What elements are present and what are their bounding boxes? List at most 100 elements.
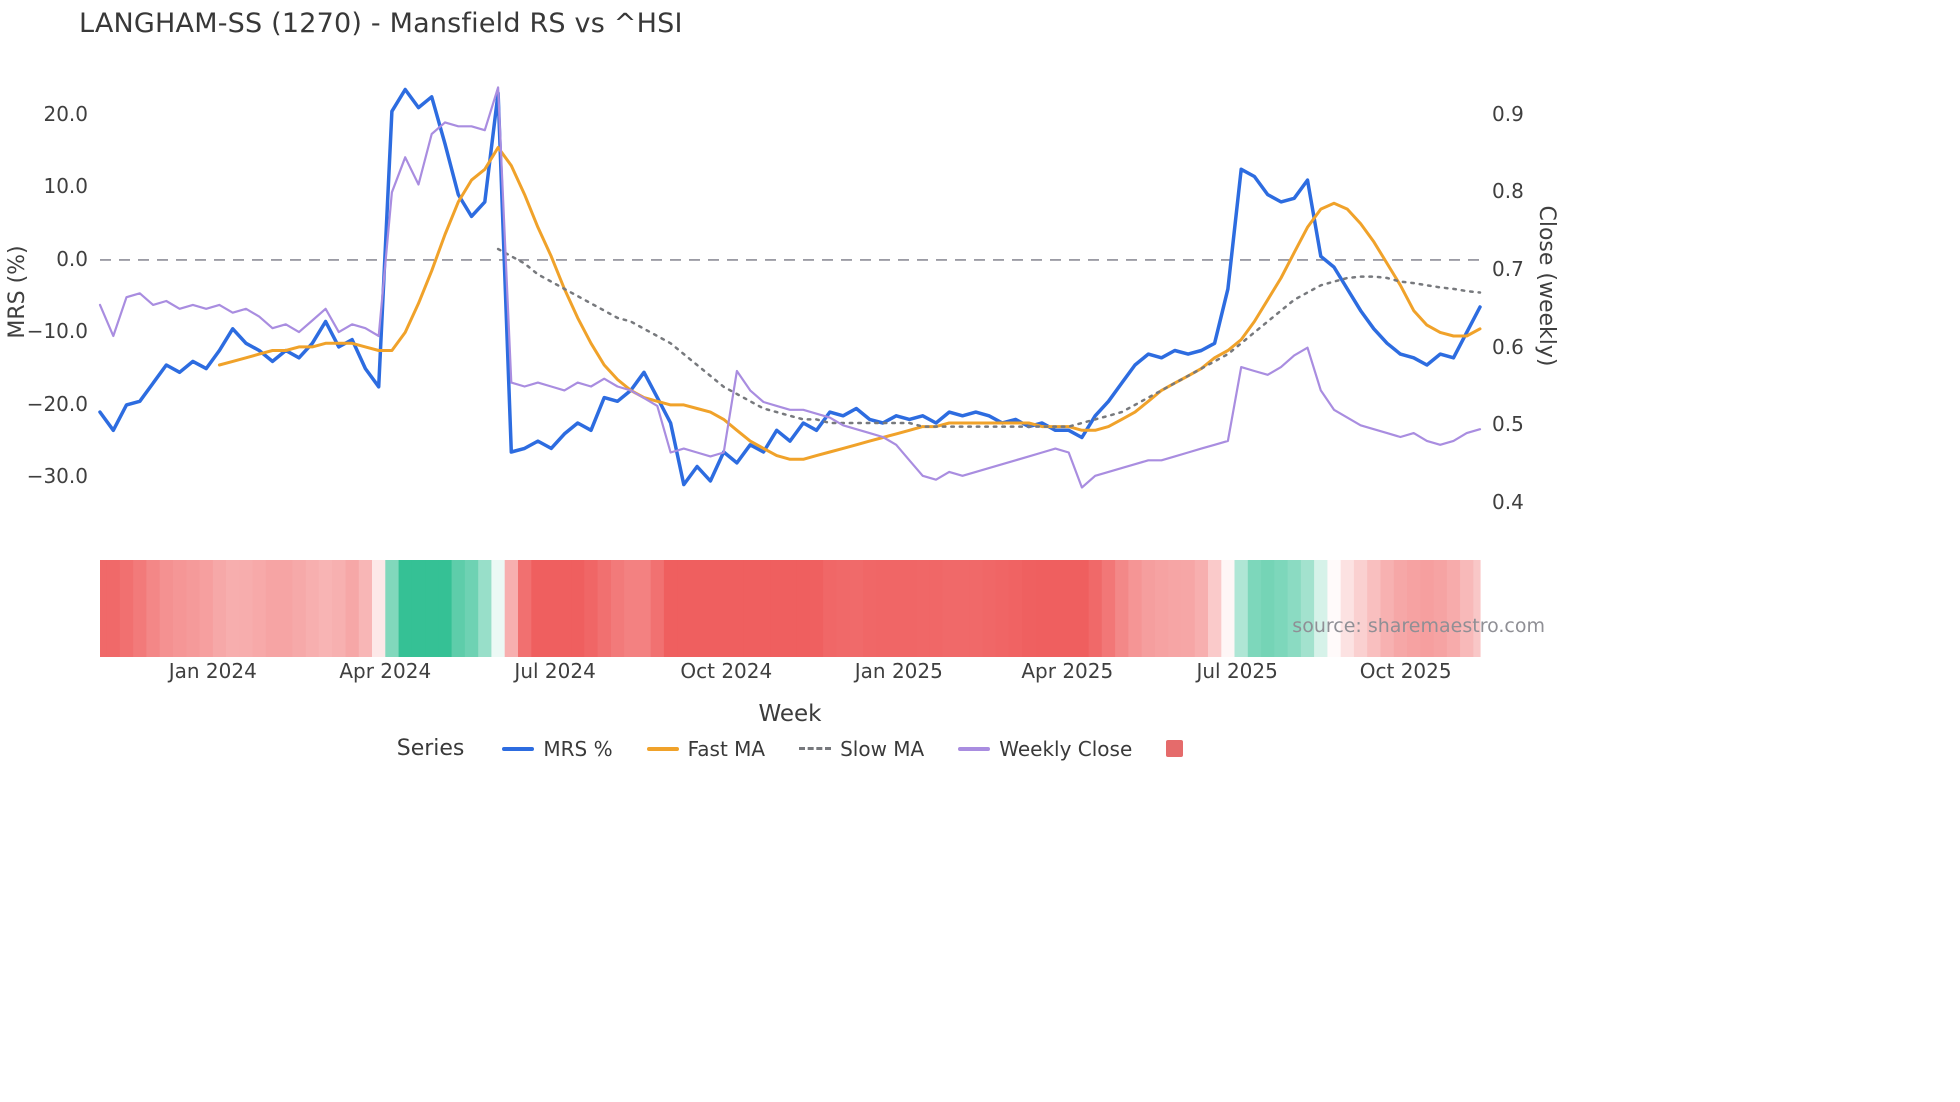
legend-item-mrs-[interactable]: MRS % [502, 736, 613, 761]
right-axis-tick: 0.7 [1492, 256, 1524, 281]
heatmap-cell [318, 560, 333, 657]
right-axis-tick: 0.6 [1492, 334, 1524, 359]
legend-item-label: MRS % [543, 736, 613, 761]
heatmap-cell [823, 560, 838, 657]
heatmap-cell [703, 560, 718, 657]
heatmap-cell [292, 560, 307, 657]
heatmap-cell [663, 560, 678, 657]
heatmap-cell [1473, 560, 1481, 657]
left-axis-tick: 0.0 [56, 246, 88, 271]
heatmap-cell [305, 560, 320, 657]
heatmap-cell [159, 560, 174, 657]
heatmap-cell [1035, 560, 1050, 657]
heatmap-cell [504, 560, 519, 657]
heatmap-cell [358, 560, 373, 657]
heatmap-cell [902, 560, 917, 657]
left-axis-tick: −30.0 [26, 464, 88, 489]
heatmap-cell [425, 560, 439, 657]
heatmap-cell [119, 560, 134, 657]
heatmap-cell [610, 560, 625, 657]
heatmap-cell [1234, 560, 1249, 657]
heatmap-cell [1128, 560, 1143, 657]
heatmap-cell [1340, 560, 1355, 657]
legend-item-slow-ma[interactable]: Slow MA [799, 737, 924, 761]
heatmap-cell [531, 560, 546, 657]
x-axis-tick: Jan 2024 [168, 659, 257, 683]
heatmap-cell [889, 560, 904, 657]
heatmap-cell [1208, 560, 1222, 657]
x-axis-label: Week [758, 701, 822, 727]
heatmap-cell [1008, 560, 1023, 657]
heatmap-cell [372, 560, 386, 657]
legend-item-fast-ma[interactable]: Fast MA [646, 736, 766, 761]
heatmap-cell [809, 560, 824, 657]
heatmap-cell [385, 560, 400, 657]
legend-item-weekly-close[interactable]: Weekly Close [958, 737, 1132, 761]
chart-title: LANGHAM-SS (1270) - Mansfield RS vs ^HSI [79, 8, 683, 39]
heatmap-cell [1367, 560, 1382, 657]
heatmap-cell [451, 560, 466, 657]
heatmap-cell [518, 560, 532, 657]
heatmap-cell [730, 560, 745, 657]
heatmap-cell [1194, 560, 1209, 657]
x-axis-tick: Jan 2025 [854, 659, 943, 683]
heatmap-cell [226, 560, 240, 657]
heatmap-cell [1327, 560, 1342, 657]
heatmap-cell [398, 560, 413, 657]
heatmap-cell [836, 560, 851, 657]
heatmap-cell [1115, 560, 1129, 657]
heatmap-cell [1062, 560, 1076, 657]
heatmap-cell [106, 560, 121, 657]
heatmap-cell [411, 560, 426, 657]
heatmap-cell [995, 560, 1010, 657]
heatmap-cell [1353, 560, 1368, 657]
right-axis-tick: 0.9 [1492, 101, 1524, 126]
x-axis-tick: Apr 2024 [339, 659, 432, 683]
heatmap-cell [1380, 560, 1395, 657]
heatmap-cell [796, 560, 811, 657]
heatmap-cell [146, 560, 161, 657]
heatmap-cell [584, 560, 599, 657]
heatmap-cell [1154, 560, 1169, 657]
heatmap-cell [1420, 560, 1435, 657]
heatmap-cell [849, 560, 864, 657]
heatmap-cell [677, 560, 692, 657]
heatmap-cell [1460, 560, 1474, 657]
series-fast-ma-line [217, 146, 1482, 461]
legend-item-label: Weekly Close [999, 736, 1133, 761]
heatmap-cell [1048, 560, 1063, 657]
heatmap-cell [650, 560, 665, 657]
heatmap-cell [1088, 560, 1103, 657]
heatmap-cell [1300, 560, 1315, 657]
left-axis-tick: 20.0 [43, 101, 88, 126]
heatmap-cell [955, 560, 970, 657]
heatmap-cell [1261, 560, 1275, 657]
right-axis-tick: 0.4 [1492, 490, 1524, 514]
left-axis-tick: 10.0 [43, 174, 88, 199]
heatmap-cell [464, 560, 479, 657]
legend-item-heatmap[interactable] [1166, 740, 1184, 757]
x-axis-tick: Oct 2025 [1359, 659, 1452, 683]
heatmap-cell [279, 560, 293, 657]
heatmap-cell [100, 560, 108, 657]
legend: Series MRS % Fast MA Slow MA Weekly Close [100, 736, 1480, 761]
heatmap-cell [597, 560, 612, 657]
left-axis-tick: −20.0 [26, 391, 88, 416]
x-axis-tick: Oct 2024 [680, 659, 773, 683]
heatmap-cell [783, 560, 798, 657]
heatmap-cell [239, 560, 254, 657]
heatmap-swatch-icon [1166, 740, 1184, 757]
x-axis-tick: Apr 2025 [1021, 659, 1114, 683]
x-axis-tick: Jul 2025 [1196, 659, 1278, 683]
heatmap-cell [942, 560, 957, 657]
slow-ma-swatch-icon [799, 747, 832, 750]
heatmap-cell [624, 560, 638, 657]
right-axis-label: Close (weekly) [1534, 205, 1559, 367]
source-credit: source: sharemaestro.com [1292, 615, 1545, 637]
fast-ma-swatch-icon [646, 746, 679, 751]
heatmap-cell [199, 560, 214, 657]
series-slow-ma-line [496, 247, 1482, 428]
heatmap-cell [345, 560, 360, 657]
legend-item-label: Fast MA [687, 736, 766, 761]
